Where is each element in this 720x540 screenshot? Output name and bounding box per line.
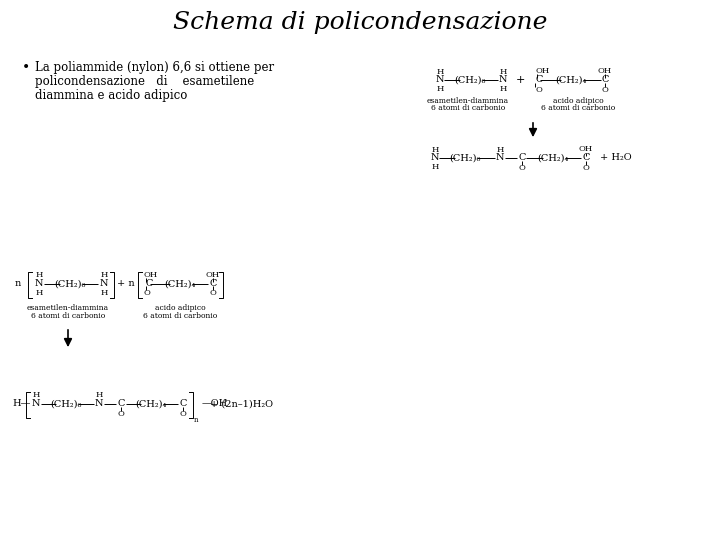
Text: esametilen-diammina: esametilen-diammina: [27, 304, 109, 312]
Text: O: O: [117, 410, 125, 418]
Text: O: O: [535, 86, 542, 94]
Text: C: C: [179, 400, 186, 408]
Text: (CH₂)₄: (CH₂)₄: [555, 76, 587, 84]
Text: O: O: [179, 410, 186, 418]
Text: + (2n–1)H₂O: + (2n–1)H₂O: [210, 400, 272, 408]
Text: C: C: [535, 76, 542, 84]
Text: + H₂O: + H₂O: [600, 153, 632, 163]
Text: H: H: [499, 85, 507, 93]
Text: C: C: [582, 153, 590, 163]
Text: 6 atomi di carbonio: 6 atomi di carbonio: [541, 104, 615, 112]
Text: H—: H—: [12, 400, 30, 408]
Text: diammina e acido adipico: diammina e acido adipico: [35, 90, 187, 103]
Text: H: H: [431, 146, 438, 154]
Text: + n: + n: [117, 280, 135, 288]
Text: OH: OH: [579, 145, 593, 153]
Text: 6 atomi di carbonio: 6 atomi di carbonio: [143, 312, 217, 320]
Text: H: H: [431, 163, 438, 171]
Text: O: O: [582, 164, 590, 172]
Text: H: H: [496, 146, 504, 154]
Text: (CH₂)₆: (CH₂)₆: [50, 400, 82, 408]
Text: —OH: —OH: [202, 400, 228, 408]
Text: (CH₂)₆: (CH₂)₆: [54, 280, 86, 288]
Text: (CH₂)₆: (CH₂)₆: [454, 76, 486, 84]
Text: N: N: [32, 400, 40, 408]
Text: •: •: [22, 61, 30, 75]
Text: OH: OH: [144, 271, 158, 279]
Text: (CH₂)₆: (CH₂)₆: [449, 153, 481, 163]
Text: OH: OH: [598, 67, 612, 75]
Text: +: +: [516, 75, 525, 85]
Text: N: N: [496, 153, 504, 163]
Text: O: O: [518, 164, 526, 172]
Text: N: N: [95, 400, 103, 408]
Text: H: H: [436, 85, 444, 93]
Text: N: N: [100, 280, 108, 288]
Text: acido adipico: acido adipico: [155, 304, 205, 312]
Text: N: N: [436, 76, 444, 84]
Text: C: C: [145, 280, 153, 288]
Text: policondensazione   di    esametilene: policondensazione di esametilene: [35, 76, 254, 89]
Text: N: N: [431, 153, 439, 163]
Text: Schema di policondensazione: Schema di policondensazione: [173, 10, 547, 33]
Text: H: H: [436, 68, 444, 76]
Text: H: H: [499, 68, 507, 76]
Text: C: C: [210, 280, 217, 288]
Text: n: n: [194, 416, 198, 424]
Text: C: C: [518, 153, 526, 163]
Text: H: H: [100, 271, 108, 279]
Text: O: O: [144, 289, 151, 297]
Text: La poliammide (nylon) 6,6 si ottiene per: La poliammide (nylon) 6,6 si ottiene per: [35, 62, 274, 75]
Text: acido adipico: acido adipico: [553, 97, 603, 105]
Text: N: N: [35, 280, 43, 288]
Text: n: n: [15, 280, 21, 288]
Text: N: N: [499, 76, 508, 84]
Text: (CH₂)₄: (CH₂)₄: [537, 153, 569, 163]
Text: H: H: [95, 391, 103, 399]
Text: O: O: [210, 289, 217, 297]
Text: C: C: [117, 400, 125, 408]
Text: H: H: [35, 289, 42, 297]
Text: H: H: [35, 271, 42, 279]
Text: OH: OH: [206, 271, 220, 279]
Text: 6 atomi di carbonio: 6 atomi di carbonio: [431, 104, 505, 112]
Text: 6 atomi di carbonio: 6 atomi di carbonio: [31, 312, 105, 320]
Text: OH: OH: [535, 67, 549, 75]
Text: H: H: [100, 289, 108, 297]
Text: (CH₂)₄: (CH₂)₄: [164, 280, 196, 288]
Text: O: O: [602, 86, 608, 94]
Text: C: C: [601, 76, 608, 84]
Text: H: H: [32, 391, 40, 399]
Text: esametilen-diammina: esametilen-diammina: [427, 97, 509, 105]
Text: (CH₂)₄: (CH₂)₄: [135, 400, 167, 408]
